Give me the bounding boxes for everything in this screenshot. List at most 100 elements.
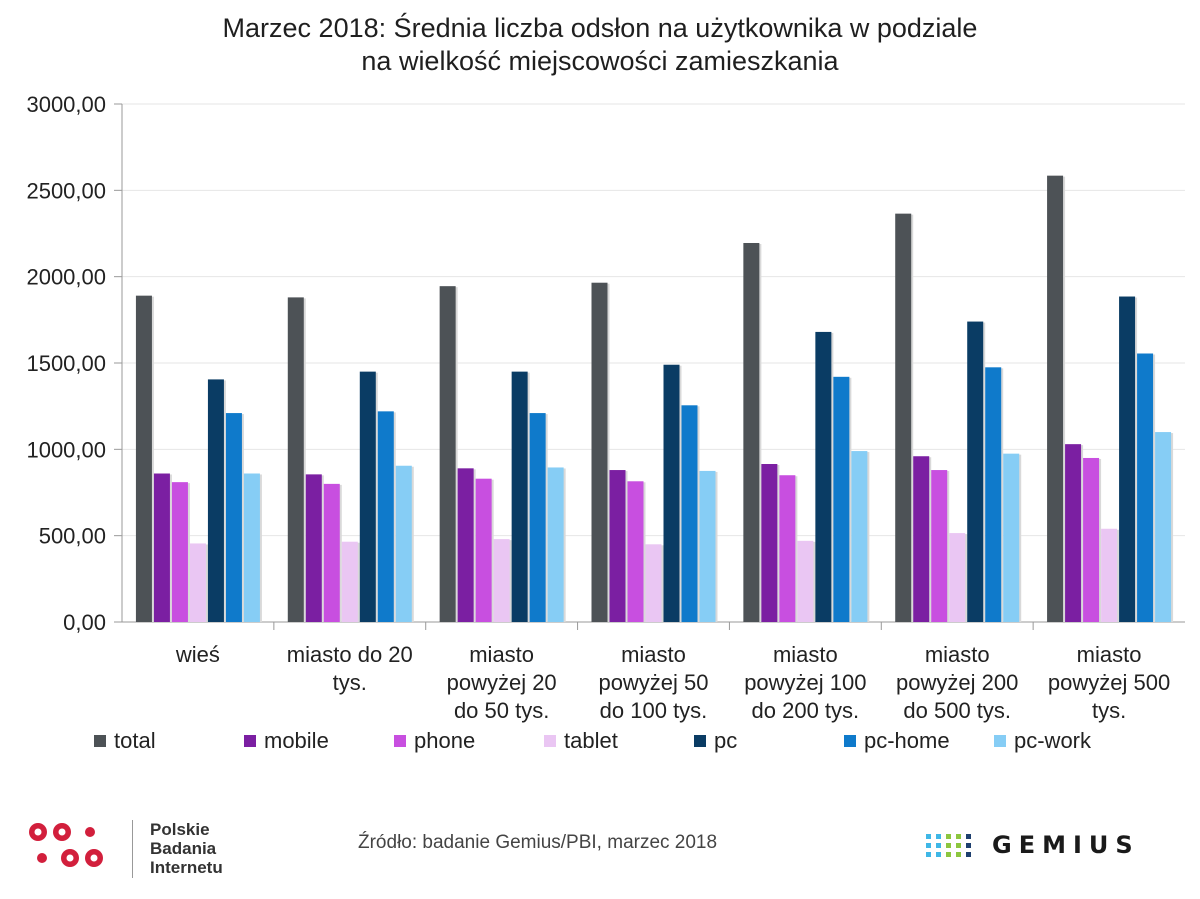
gemius-dot [926, 834, 931, 839]
x-tick-label: tys. [333, 670, 367, 695]
bar [779, 475, 796, 622]
bar [171, 482, 188, 622]
y-tick-label: 500,00 [39, 524, 106, 549]
gemius-dot [966, 852, 971, 857]
bar [797, 540, 814, 622]
y-tick-label: 3000,00 [26, 92, 106, 117]
y-tick-label: 2500,00 [26, 178, 106, 203]
bar [439, 286, 456, 622]
x-tick-label: do 100 tys. [600, 698, 708, 723]
gemius-dot [966, 834, 971, 839]
pbi-line-2: Badania [150, 839, 217, 858]
bar [1137, 353, 1154, 622]
legend-label: total [114, 728, 156, 753]
bar [529, 413, 546, 622]
bar [511, 371, 528, 622]
legend-item-pc-work: pc-work [994, 728, 1144, 754]
legend-swatch [844, 735, 856, 747]
x-tick-label: powyżej 500 [1048, 670, 1170, 695]
bar [913, 456, 930, 622]
bar [833, 376, 850, 622]
legend-label: pc-work [1014, 728, 1092, 753]
bar [225, 413, 242, 622]
bar [681, 405, 698, 622]
bar [323, 483, 340, 622]
gemius-dot [956, 852, 961, 857]
bar [949, 533, 966, 622]
pbi-divider [132, 820, 133, 878]
bar [153, 473, 170, 622]
legend-item-tablet: tablet [544, 728, 694, 754]
x-tick-label: do 200 tys. [752, 698, 860, 723]
bar [1065, 444, 1082, 622]
bar [547, 467, 564, 622]
x-tick-label: do 50 tys. [454, 698, 549, 723]
gemius-logo: GEMIUS [922, 826, 1172, 866]
chart-title-line-1: Marzec 2018: Średnia liczba odsłon na uż… [222, 13, 978, 43]
gemius-dot [936, 834, 941, 839]
bar [627, 481, 644, 622]
pbi-logo: Polskie Badania Internetu [28, 818, 268, 882]
y-tick-label: 1500,00 [26, 351, 106, 376]
bar [135, 295, 152, 622]
bar [895, 213, 912, 623]
bar [395, 465, 412, 622]
bar [493, 539, 510, 622]
bar [377, 411, 394, 622]
pbi-line-1: Polskie [150, 820, 210, 839]
gemius-dot [936, 852, 941, 857]
legend-label: phone [414, 728, 476, 753]
x-tick-label: miasto [925, 642, 990, 667]
bar [851, 451, 868, 622]
gemius-dot [966, 843, 971, 848]
bar [457, 468, 474, 622]
y-tick-label: 2000,00 [26, 265, 106, 290]
bar [663, 364, 680, 622]
legend-item-phone: phone [394, 728, 544, 754]
gemius-dot [936, 843, 941, 848]
gemius-wordmark: GEMIUS [992, 831, 1140, 859]
bar [305, 474, 322, 622]
pbi-dot [85, 827, 95, 837]
legend-label: pc [714, 728, 738, 753]
legend-swatch [694, 735, 706, 747]
bar [359, 371, 376, 622]
bar [1047, 175, 1064, 622]
legend-swatch [544, 735, 556, 747]
pbi-wordmark: Polskie Badania Internetu [150, 820, 223, 877]
bar [985, 367, 1002, 622]
bar [1083, 457, 1100, 622]
x-tick-label: miasto [621, 642, 686, 667]
bar [815, 331, 832, 622]
y-tick-label: 1000,00 [26, 437, 106, 462]
bar [761, 464, 778, 622]
legend-item-total: total [94, 728, 244, 754]
pbi-line-3: Internetu [150, 858, 223, 877]
source-note: Źródło: badanie Gemius/PBI, marzec 2018 [358, 832, 718, 853]
legend-item-pc-home: pc-home [844, 728, 994, 754]
x-tick-label: do 500 tys. [903, 698, 1011, 723]
legend-swatch [994, 735, 1006, 747]
chart-legend: total mobile phone tablet pc pc-home pc-work [94, 727, 1144, 755]
bar [243, 473, 260, 622]
gemius-dot [926, 852, 931, 857]
bar [475, 478, 492, 622]
x-tick-label: miasto [773, 642, 838, 667]
gemius-dot [946, 843, 951, 848]
chart-title-line-2: na wielkość miejscowości zamieszkania [361, 46, 839, 76]
legend-label: mobile [264, 728, 329, 753]
bar [1101, 528, 1118, 622]
bar [189, 543, 206, 622]
legend-swatch [394, 735, 406, 747]
gemius-dot [956, 843, 961, 848]
bar [645, 544, 662, 622]
bar [341, 541, 358, 622]
x-tick-label: miasto [469, 642, 534, 667]
pbi-dot-hole [66, 854, 74, 862]
pbi-dot-hole [90, 854, 98, 862]
x-tick-label: wieś [175, 642, 220, 667]
gemius-dots-icon [926, 834, 971, 857]
bar [609, 470, 626, 622]
gemius-dot [956, 834, 961, 839]
